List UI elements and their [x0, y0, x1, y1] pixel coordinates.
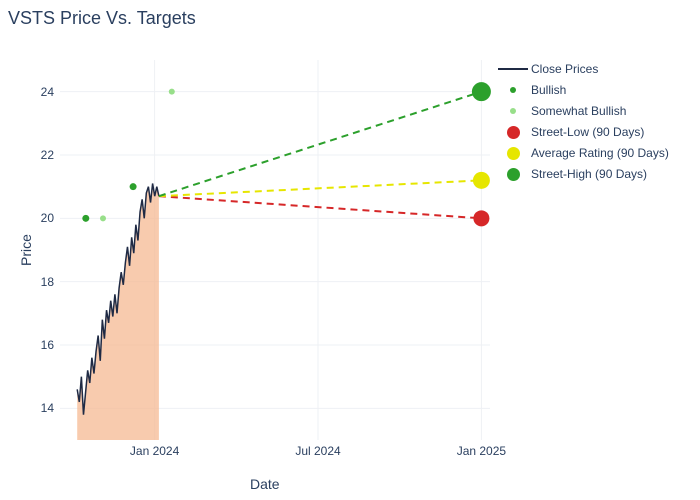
legend-dot-icon — [507, 168, 520, 181]
legend-item: Average Rating (90 Days) — [498, 144, 669, 162]
y-tick-label: 24 — [26, 85, 54, 99]
average-rating-marker — [473, 172, 490, 189]
bullish-point — [130, 183, 137, 190]
somewhat-bullish-point — [169, 89, 175, 95]
legend: Close Prices Bullish Somewhat Bullish Stree… — [498, 60, 669, 186]
x-axis-label: Date — [250, 476, 280, 492]
chart-title: VSTS Price Vs. Targets — [8, 8, 196, 29]
legend-swatch — [498, 62, 528, 76]
average-rating-line — [159, 180, 482, 196]
bullish-point — [82, 215, 89, 222]
x-tick-label: Jan 2025 — [457, 444, 506, 458]
legend-dot-icon — [510, 87, 516, 93]
legend-label: Bullish — [531, 83, 566, 97]
legend-label: Street-Low (90 Days) — [531, 125, 644, 139]
somewhat-bullish-point — [100, 215, 106, 221]
legend-item: Close Prices — [498, 60, 669, 78]
legend-dot-icon — [507, 126, 520, 139]
legend-swatch — [498, 83, 528, 97]
y-tick-label: 22 — [26, 148, 54, 162]
street-high-line — [159, 92, 482, 197]
legend-swatch — [498, 146, 528, 160]
plot-area — [60, 60, 490, 440]
street-low-line — [159, 196, 482, 218]
legend-item: Street-High (90 Days) — [498, 165, 669, 183]
legend-label: Close Prices — [531, 62, 598, 76]
y-axis-label: Price — [18, 234, 34, 266]
chart-svg — [60, 60, 490, 440]
legend-dot-icon — [510, 108, 516, 114]
legend-label: Average Rating (90 Days) — [531, 146, 669, 160]
legend-item: Street-Low (90 Days) — [498, 123, 669, 141]
legend-label: Street-High (90 Days) — [531, 167, 647, 181]
y-tick-label: 14 — [26, 401, 54, 415]
y-tick-label: 16 — [26, 338, 54, 352]
legend-line-icon — [498, 68, 528, 70]
x-tick-label: Jan 2024 — [130, 444, 179, 458]
street-low-marker — [473, 210, 489, 226]
legend-item: Somewhat Bullish — [498, 102, 669, 120]
y-tick-label: 18 — [26, 275, 54, 289]
legend-item: Bullish — [498, 81, 669, 99]
legend-swatch — [498, 125, 528, 139]
legend-swatch — [498, 104, 528, 118]
x-tick-label: Jul 2024 — [295, 444, 340, 458]
street-high-marker — [472, 82, 491, 101]
legend-dot-icon — [507, 147, 520, 160]
chart-container: VSTS Price Vs. Targets Price Date 14 16 18… — [0, 0, 700, 500]
legend-label: Somewhat Bullish — [531, 104, 626, 118]
legend-swatch — [498, 167, 528, 181]
y-tick-label: 20 — [26, 211, 54, 225]
close-prices-fill — [77, 184, 159, 441]
